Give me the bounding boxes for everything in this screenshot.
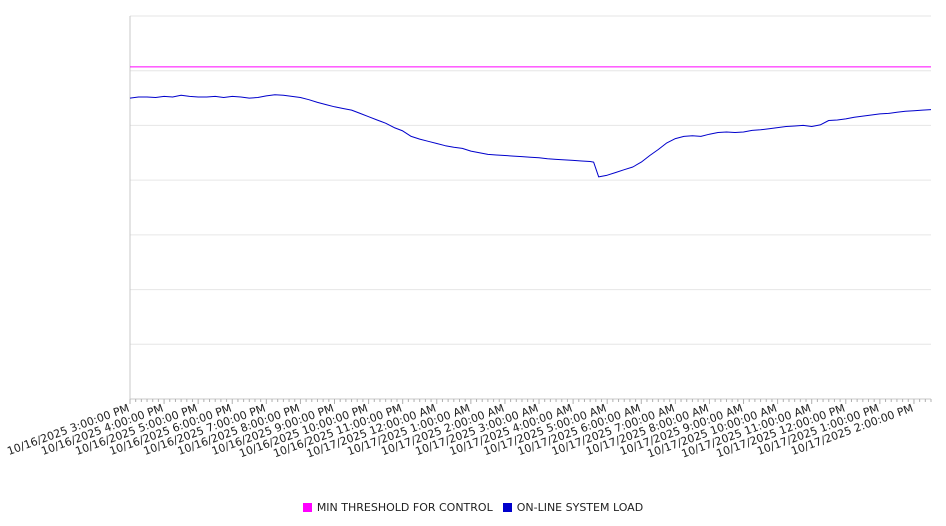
chart-gridlines xyxy=(130,15,931,345)
chart-axes xyxy=(129,16,931,400)
legend-item-min-threshold[interactable]: MIN THRESHOLD FOR CONTROL xyxy=(302,500,493,514)
series-line-1 xyxy=(129,94,932,178)
legend-label-min-threshold: MIN THRESHOLD FOR CONTROL xyxy=(316,500,493,514)
legend-item-online-system-load[interactable]: ON-LINE SYSTEM LOAD xyxy=(502,500,644,514)
legend-swatch-min-threshold xyxy=(302,502,312,512)
chart-series xyxy=(129,66,932,178)
chart-legend: MIN THRESHOLD FOR CONTROL ON-LINE SYSTEM… xyxy=(0,498,946,516)
legend-swatch-online-system-load xyxy=(502,502,512,512)
legend-label-online-system-load: ON-LINE SYSTEM LOAD xyxy=(516,500,644,514)
